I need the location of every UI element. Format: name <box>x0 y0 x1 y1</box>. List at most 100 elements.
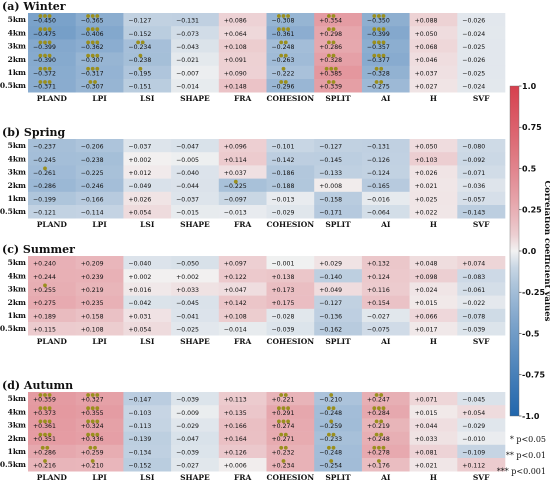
heatmap-cell <box>123 79 172 93</box>
significance-marker <box>372 53 377 58</box>
cell-value: +0.132 <box>367 261 390 268</box>
significance-marker <box>381 27 386 32</box>
heatmap-cell <box>218 308 267 323</box>
colorbar <box>509 85 520 417</box>
heatmap-cell <box>171 418 220 432</box>
cell-value: +0.166 <box>224 423 247 430</box>
cell-value: −0.061 <box>462 287 485 294</box>
heatmap-cell <box>123 418 172 432</box>
cell-value: +0.037 <box>224 170 247 177</box>
row-label: 5km <box>8 141 26 150</box>
cell-value: +0.002 <box>128 157 151 164</box>
cell-value: −0.039 <box>176 449 199 456</box>
cell-value: +0.116 <box>367 287 390 294</box>
heatmap-cell <box>75 152 124 166</box>
heatmap-cell <box>123 458 172 472</box>
cell-value: −0.027 <box>176 463 199 470</box>
cell-value: −0.307 <box>81 84 104 91</box>
cell-value: +0.247 <box>367 397 390 404</box>
heatmap-cell <box>218 256 267 270</box>
heatmap-cell <box>28 205 76 219</box>
heatmap-cell <box>457 13 506 27</box>
cell-value: +0.054 <box>128 210 151 217</box>
significance-legend: *** p<0.001 <box>497 467 546 476</box>
row-label: 2km <box>8 181 26 190</box>
heatmap-cell <box>266 392 315 406</box>
cell-value: −0.071 <box>462 170 485 177</box>
column-label: H <box>430 94 437 103</box>
significance-marker <box>86 40 90 45</box>
row-label: 2km <box>8 434 26 443</box>
cell-value: +0.361 <box>33 423 56 430</box>
cell-value: −0.050 <box>176 261 199 268</box>
cell-value: −0.016 <box>367 196 390 203</box>
significance-marker <box>277 14 281 18</box>
cell-value: −0.145 <box>319 157 342 164</box>
row-label: 4km <box>8 28 26 37</box>
significance-marker <box>43 27 47 32</box>
heatmap-cell <box>123 165 172 179</box>
cell-value: +0.054 <box>128 327 151 334</box>
cell-value: −0.238 <box>128 57 151 64</box>
heatmap-cell <box>171 282 220 296</box>
column-label: FRA <box>234 473 252 482</box>
cell-value: −0.092 <box>462 157 485 164</box>
cell-value: +0.124 <box>367 274 390 281</box>
cell-value: +0.219 <box>81 287 104 294</box>
row-label: 4km <box>8 154 26 163</box>
column-label: PLAND <box>37 473 68 482</box>
cell-value: −0.042 <box>128 300 151 307</box>
significance-marker <box>374 393 379 397</box>
heatmap-cell <box>266 322 315 336</box>
cell-value: +0.015 <box>415 410 438 417</box>
cell-value: +0.248 <box>367 436 390 443</box>
significance-marker <box>372 445 377 450</box>
significance-marker <box>47 432 52 437</box>
colorbar-label: Correlation coefficient values <box>542 181 550 322</box>
significance-marker <box>86 27 90 32</box>
heatmap-cell <box>409 13 458 27</box>
heatmap-cell <box>218 405 267 419</box>
cell-value: −0.027 <box>367 313 390 320</box>
cell-value: −0.037 <box>128 144 151 151</box>
heatmap-cell <box>361 205 410 219</box>
column-label: AI <box>380 473 391 482</box>
significance-marker <box>381 406 386 411</box>
cell-value: −0.026 <box>462 18 485 25</box>
cell-value: +0.002 <box>176 274 199 281</box>
heatmap-cell <box>409 139 458 153</box>
cell-value: +0.148 <box>224 84 247 91</box>
heatmap-cell <box>218 79 267 93</box>
column-label: COHESION <box>267 473 315 482</box>
significance-marker <box>331 53 336 58</box>
column-label: COHESION <box>267 337 315 346</box>
heatmap-cell <box>409 295 458 310</box>
cell-value: −0.142 <box>272 157 295 164</box>
significance-marker <box>95 40 100 45</box>
cell-value: +0.240 <box>33 261 56 268</box>
significance-marker <box>45 445 50 450</box>
cell-value: −0.047 <box>176 436 199 443</box>
cell-value: +0.047 <box>224 287 247 294</box>
heatmap-cell <box>314 191 363 206</box>
heatmap-cell <box>361 191 410 206</box>
cell-value: +0.284 <box>367 410 390 417</box>
heatmap-cell <box>218 26 267 40</box>
heatmap-cell <box>266 52 315 67</box>
cell-value: +0.108 <box>224 313 247 320</box>
heatmap-cell <box>75 178 124 193</box>
significance-marker <box>86 406 90 411</box>
cell-value: +0.108 <box>224 44 247 51</box>
heatmap-cell <box>266 308 315 323</box>
panel-title: (d) Autumn <box>2 379 73 392</box>
heatmap-cell <box>457 269 506 283</box>
cell-value: +0.050 <box>415 31 438 38</box>
significance-marker <box>38 40 43 45</box>
cell-value: −0.237 <box>33 144 56 151</box>
heatmap-cell <box>218 322 267 336</box>
column-label: PLAND <box>37 337 68 346</box>
heatmap-cell <box>314 405 363 419</box>
cell-value: −0.028 <box>272 313 295 320</box>
heatmap-cell <box>171 26 220 40</box>
heatmap-cell <box>171 52 220 67</box>
